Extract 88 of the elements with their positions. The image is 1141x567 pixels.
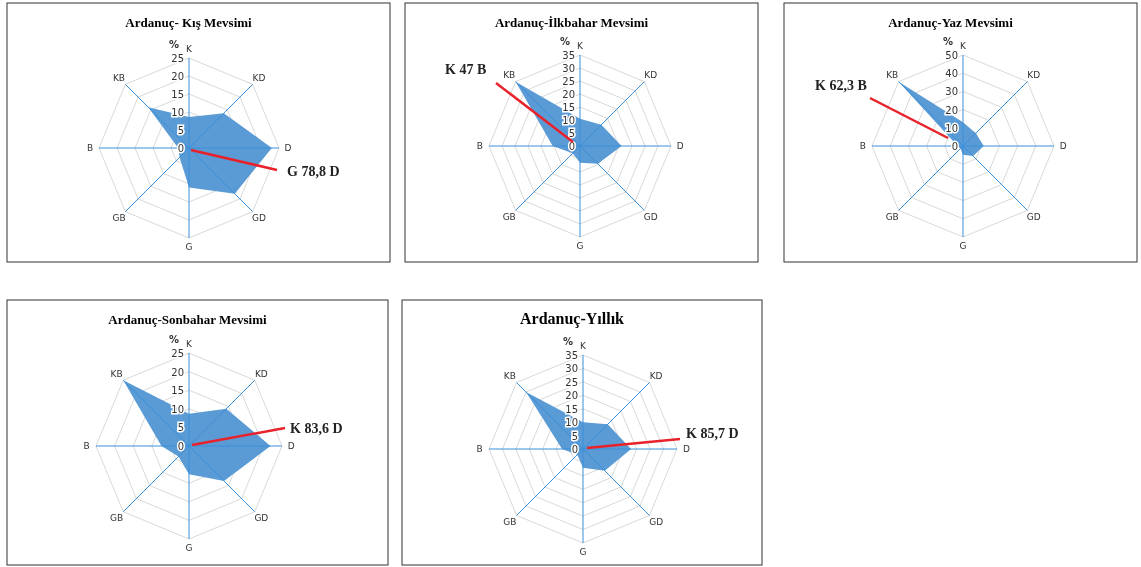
spoke-label: KB [886,70,899,81]
y-tick-label: 5 [177,422,184,434]
spoke-label: G [959,241,967,252]
y-tick-label: 10 [171,403,184,415]
spoke-label: GD [1026,211,1041,222]
chart-title: Ardanuç-Sonbahar Mevsimi [108,312,268,327]
spoke-label: K [186,338,194,349]
y-tick-label: 30 [565,363,578,375]
y-tick-label: 35 [565,350,578,361]
spoke-label: B [476,444,483,454]
y-tick-label: 0 [177,143,184,154]
text: % [168,39,180,50]
text: K 83,6 D [290,421,343,436]
y-tick-label: 5 [177,125,184,136]
spoke-label: K [960,40,968,51]
spoke-label: G [185,242,193,252]
spoke-label: GD [254,513,269,524]
y-tick-label: 0 [177,441,184,452]
y-tick-label: 25 [171,348,184,359]
spoke-label: D [1059,141,1067,151]
spoke-label: GD [643,211,658,222]
y-tick-label: 20 [945,104,958,116]
y-tick-label: 0 [951,141,958,152]
spoke-label: B [86,143,94,153]
text: G 78,8 D [287,164,340,179]
spoke-label: KD [254,368,268,379]
y-tick-label: 25 [171,53,184,64]
text: % [559,36,571,47]
spoke-label: KD [1027,70,1041,81]
spoke-label: G [576,241,584,252]
spoke-label: KB [110,368,123,379]
y-tick-label: 40 [945,68,958,80]
text: % [942,36,954,47]
y-tick-label: 25 [565,376,578,388]
y-tick-label: 10 [565,417,578,429]
y-tick-label: 20 [171,366,184,378]
spoke-label: K [577,40,585,51]
spoke-label: KB [112,73,126,83]
spoke-label: G [579,547,587,558]
y-tick-label: 50 [945,50,958,61]
spoke-label: B [476,141,483,151]
spoke-label: D [676,141,684,151]
text: K 47 B [445,62,487,77]
chart-title: Ardanuç-Yaz Mevsimi [888,15,1014,30]
text: K 85,7 D [686,426,739,441]
y-tick-label: 10 [562,115,575,126]
spoke-label: B [859,141,866,151]
spoke-label: D [284,143,292,153]
text: % [562,336,574,347]
y-tick-label: 5 [571,430,578,442]
y-tick-label: 0 [571,444,578,455]
y-tick-label: 30 [945,86,958,98]
spoke-label: GB [110,513,124,524]
spoke-label: B [83,441,90,451]
chart-title: Ardanuç-Yıllık [519,310,625,328]
spoke-label: GB [112,213,126,223]
spoke-label: D [287,441,295,451]
y-tick-label: 20 [562,89,575,100]
spoke-label: KD [649,370,663,381]
y-tick-label: 25 [562,76,575,87]
y-tick-label: 30 [562,63,575,74]
spoke-label: KB [503,370,516,381]
chart-title: Ardanuç- Kış Mevsimi [125,15,253,30]
y-tick-label: 20 [565,390,578,402]
chart-title: Ardanuç-İlkbahar Mevsimi [494,15,649,30]
spoke-label: K [186,44,194,54]
spoke-label: G [185,543,193,554]
y-tick-label: 15 [565,403,578,415]
spoke-label: KB [503,70,516,81]
y-tick-label: 5 [568,128,575,139]
spoke-label: KD [644,70,658,81]
y-tick-label: 20 [171,71,184,82]
text: % [168,334,180,345]
spoke-label: KD [252,73,266,83]
spoke-label: GD [252,213,267,223]
spoke-label: GB [502,211,516,222]
spoke-label: GD [649,517,664,528]
text: K 62,3 B [815,78,867,93]
y-tick-label: 15 [171,385,184,397]
y-tick-label: 0 [568,141,575,152]
spoke-label: D [682,444,690,454]
y-tick-label: 35 [562,50,575,61]
spoke-label: GB [503,517,517,528]
y-tick-label: 15 [171,89,184,100]
spoke-label: GB [885,211,899,222]
y-tick-label: 15 [562,102,575,113]
y-tick-label: 10 [945,122,958,134]
spoke-label: K [580,340,588,351]
